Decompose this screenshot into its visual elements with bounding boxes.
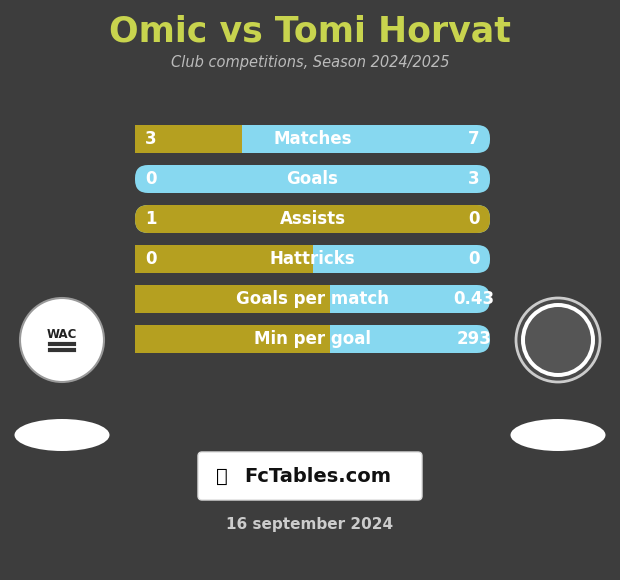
FancyBboxPatch shape (135, 245, 163, 273)
Circle shape (516, 298, 600, 382)
Text: FcTables.com: FcTables.com (244, 466, 391, 485)
Text: 3: 3 (145, 130, 157, 148)
Text: 293: 293 (456, 330, 492, 348)
Circle shape (525, 307, 591, 373)
Text: Min per goal: Min per goal (254, 330, 371, 348)
Ellipse shape (510, 419, 606, 451)
Text: 0: 0 (145, 250, 157, 268)
Ellipse shape (14, 419, 110, 451)
FancyBboxPatch shape (135, 325, 163, 353)
Text: Hattricks: Hattricks (270, 250, 355, 268)
Text: 7: 7 (468, 130, 480, 148)
FancyBboxPatch shape (198, 452, 422, 500)
FancyBboxPatch shape (135, 125, 163, 153)
Text: 📊: 📊 (216, 466, 228, 485)
Text: 1: 1 (145, 210, 157, 228)
Text: 0.43: 0.43 (453, 290, 495, 308)
FancyBboxPatch shape (135, 325, 330, 353)
FancyBboxPatch shape (135, 205, 490, 233)
FancyBboxPatch shape (135, 245, 490, 273)
Text: 0: 0 (145, 170, 157, 188)
FancyBboxPatch shape (135, 285, 163, 313)
Circle shape (521, 303, 595, 377)
FancyBboxPatch shape (135, 285, 490, 313)
FancyBboxPatch shape (135, 125, 242, 153)
FancyBboxPatch shape (135, 165, 490, 193)
Text: 0: 0 (468, 210, 480, 228)
Text: 16 september 2024: 16 september 2024 (226, 517, 394, 532)
Circle shape (20, 298, 104, 382)
FancyBboxPatch shape (135, 325, 490, 353)
Text: 3: 3 (468, 170, 480, 188)
Text: WAC: WAC (47, 328, 77, 340)
Text: 0: 0 (468, 250, 480, 268)
Text: Assists: Assists (280, 210, 345, 228)
Text: Goals: Goals (286, 170, 339, 188)
FancyBboxPatch shape (135, 245, 312, 273)
FancyBboxPatch shape (135, 205, 490, 233)
Text: Matches: Matches (273, 130, 352, 148)
Text: Goals per match: Goals per match (236, 290, 389, 308)
FancyBboxPatch shape (135, 285, 330, 313)
Text: Omic vs Tomi Horvat: Omic vs Tomi Horvat (109, 15, 511, 49)
FancyBboxPatch shape (135, 125, 490, 153)
Text: Club competitions, Season 2024/2025: Club competitions, Season 2024/2025 (170, 55, 450, 70)
